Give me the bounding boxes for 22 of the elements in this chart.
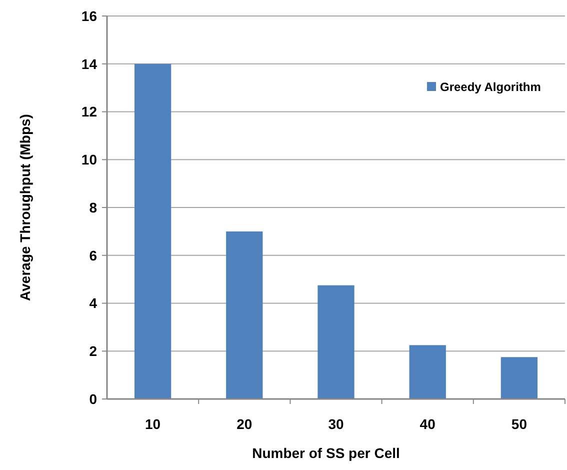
y-tick-label: 4 (89, 295, 98, 312)
y-tick-label: 14 (81, 56, 98, 72)
x-tick-label: 10 (145, 416, 161, 432)
x-tick-label: 20 (236, 416, 252, 432)
bar (226, 231, 263, 399)
y-tick-label: 2 (89, 343, 98, 360)
y-tick-label: 16 (81, 8, 98, 24)
x-axis-title: Number of SS per Cell (252, 445, 400, 461)
y-tick-label: 8 (89, 199, 98, 216)
bar (134, 64, 172, 399)
bar (500, 357, 538, 399)
x-tick-label: 50 (511, 416, 528, 432)
legend-label: Greedy Algorithm (440, 80, 541, 94)
x-tick-label: 40 (420, 416, 436, 432)
y-tick-label: 10 (81, 152, 98, 168)
y-tick-label: 6 (89, 247, 98, 264)
y-tick-label: 12 (81, 104, 98, 120)
bar (318, 285, 354, 399)
bar (409, 345, 446, 399)
x-tick-label: 30 (328, 416, 344, 432)
y-tick-label: 0 (89, 390, 98, 407)
y-axis-title: Average Throughput (Mbps) (17, 114, 33, 301)
